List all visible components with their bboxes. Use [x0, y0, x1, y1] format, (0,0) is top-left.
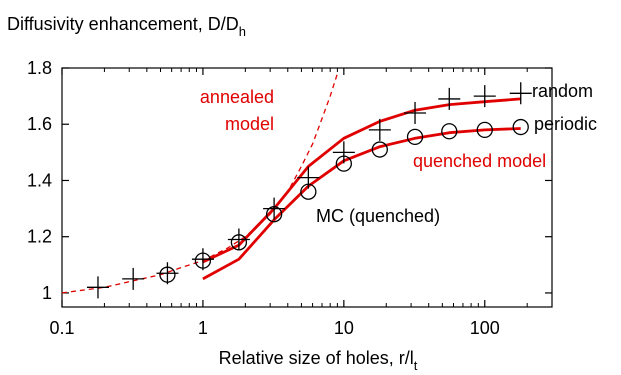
y-tick-label: 1 — [42, 283, 52, 303]
random-plus-marker — [473, 85, 496, 108]
x-tick-label: 1 — [198, 318, 208, 338]
random-plus-marker — [332, 141, 355, 164]
x-tick-label: 0.1 — [49, 318, 74, 338]
annealed-label-line1: annealed — [200, 87, 274, 107]
periodic-circle-marker — [300, 183, 317, 200]
random-plus-marker — [263, 197, 286, 220]
periodic-circle-marker — [335, 155, 352, 172]
quenched-model-curve — [202, 127, 521, 281]
x-axis-label-subscript: t — [414, 358, 418, 373]
y-tick-label: 1.8 — [27, 58, 52, 78]
axis-ticks: 0.1 1 10 100 1 1.2 1.4 1.6 1.8 — [27, 58, 553, 338]
periodic-circle-marker — [371, 141, 388, 158]
annealed-label-line2: model — [225, 114, 274, 134]
random-plus-marker — [509, 82, 532, 105]
periodic-circle-marker — [265, 206, 283, 223]
quenched-model-label: quenched model — [413, 151, 546, 171]
chart-title-subscript: h — [239, 24, 246, 39]
random-plus-marker — [438, 87, 461, 110]
model-curves — [61, 73, 521, 294]
random-plus-marker — [122, 267, 145, 290]
x-tick-label: 10 — [334, 318, 354, 338]
y-tick-label: 1.6 — [27, 114, 52, 134]
periodic-circle-marker — [159, 266, 176, 283]
random-plus-marker — [404, 101, 427, 124]
periodic-circle-marker — [512, 118, 529, 136]
random-plus-marker — [297, 166, 320, 189]
y-tick-label: 1.2 — [27, 227, 52, 247]
mc-label: MC (quenched) — [316, 206, 440, 226]
periodic-label: periodic — [534, 114, 597, 134]
random-plus-marker — [86, 276, 109, 299]
periodic-circle-marker — [194, 252, 212, 269]
x-axis-label: Relative size of holes, r/lt — [219, 348, 418, 373]
periodic-circle-marker — [441, 123, 458, 140]
periodic-circle-marker — [230, 234, 248, 251]
quenched-model-curve — [202, 97, 521, 264]
periodic-circle-marker — [476, 121, 493, 139]
plot-frame — [61, 67, 553, 308]
chart-title: Diffusivity enhancement, D/Dh — [7, 14, 246, 39]
periodic-circle-marker — [406, 128, 424, 146]
random-label: random — [532, 81, 593, 101]
mc-markers — [86, 82, 532, 299]
random-plus-marker — [368, 118, 391, 141]
x-tick-label: 100 — [470, 318, 500, 338]
y-tick-label: 1.4 — [27, 170, 52, 190]
